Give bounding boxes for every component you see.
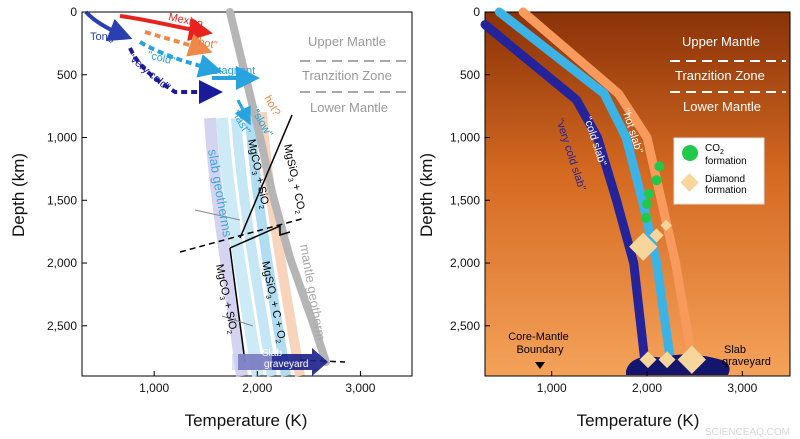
- watermark: SCIENCEAQ.COM: [705, 427, 790, 438]
- tonga-arrow: [84, 10, 133, 42]
- reaction-boundary-lower: [229, 224, 291, 249]
- y-tick-label: 2,500: [47, 319, 77, 333]
- diamond-formation-point: [629, 232, 658, 261]
- right-panel: Upper Mantle Tranzition Zone Lower Mantl…: [417, 5, 791, 430]
- legend-co2-marker: [682, 145, 698, 161]
- slab-label-word: Slab: [262, 348, 282, 359]
- core-mantle-word: Core-Mantle: [508, 331, 569, 343]
- slab-graveyard-fade: [232, 354, 272, 370]
- x-tick-label: 1,000: [139, 381, 169, 395]
- very-cold-arrow: [128, 47, 223, 104]
- y-tick-label: 1,000: [47, 131, 77, 145]
- stagnant-label: stagnant: [213, 65, 255, 77]
- slab-geotherm-cold-band: [245, 117, 291, 377]
- right-slab-word: Slab: [724, 344, 746, 356]
- reaction-boundary-bottom: [229, 247, 246, 363]
- x-tick-label: 1,000: [537, 381, 567, 395]
- legend-co2-label: CO2: [705, 143, 724, 156]
- x-tick-label: 2,000: [632, 381, 662, 395]
- left-upper-mantle-label: Upper Mantle: [308, 34, 386, 49]
- co2-formation-point: [654, 161, 665, 172]
- diamond-formation-point: [649, 228, 664, 243]
- slow-arrow: [234, 99, 251, 126]
- right-lower-mantle-label: Lower Mantle: [683, 99, 761, 114]
- right-x-axis: 1,000 2,000 3,000: [537, 371, 758, 395]
- co2-formation-point: [642, 199, 653, 210]
- diamond-formation-point: [677, 345, 706, 374]
- cold-arrow: [138, 40, 223, 78]
- right-legend: CO2 formation Diamond formation: [673, 137, 765, 205]
- co2-formation-point: [651, 175, 662, 186]
- graveyard-label-word: graveyard: [264, 359, 308, 370]
- co2-formation-point: [643, 189, 654, 199]
- left-ylabel: Depth (km): [9, 153, 28, 237]
- right-xlabel: Temperature (K): [577, 411, 700, 430]
- right-upper-mantle-label: Upper Mantle: [682, 34, 760, 49]
- reaction-boundary-dashed: [179, 217, 306, 253]
- y-tick-label: 1,500: [450, 193, 480, 207]
- legend-diamond-marker: [680, 173, 699, 192]
- diamond-formation-point: [639, 351, 657, 369]
- right-transition-zone-label: Tranzition Zone: [675, 68, 765, 83]
- pointer-line-lower: [221, 315, 254, 327]
- right-slab-graveyard-label: Slab graveyard: [722, 344, 771, 368]
- right-y-axis: 0 500 1,000 1,500 2,000 2,500: [450, 5, 490, 333]
- left-panel: Upper Mantle Tranzition Zone Lower Mantl…: [9, 5, 413, 430]
- hot-slab-line: [518, 7, 698, 368]
- slab-graveyard-label-left: Slab graveyard: [262, 348, 308, 370]
- right-markers-group: [629, 161, 706, 374]
- left-y-axis: 0 500 1,000 1,500 2,000 2,500: [47, 5, 87, 333]
- legend-co2-formation-label: formation: [705, 156, 747, 167]
- y-tick-label: 0: [70, 5, 77, 19]
- diamond-formation-point: [660, 219, 672, 232]
- right-series-group: [480, 7, 698, 368]
- hot-arrow: [144, 30, 213, 57]
- tonga-label: Tonga: [90, 31, 121, 43]
- legend-diamond-word: Diamond: [705, 174, 745, 185]
- slab-geotherm-slow-band: [231, 117, 277, 377]
- left-x-axis: 1,000 2,000 3,000: [139, 371, 376, 395]
- y-tick-label: 500: [460, 68, 480, 82]
- y-tick-label: 0: [473, 5, 480, 19]
- x-tick-label: 3,000: [345, 381, 375, 395]
- very-cold-slab-line: [480, 20, 650, 368]
- core-mantle-boundary-label: Core-Mantle Boundary: [508, 331, 572, 356]
- left-transition-zone-label: Tranzition Zone: [302, 68, 392, 83]
- hot-label: "hot": [193, 35, 218, 52]
- x-tick-label: 2,000: [242, 381, 272, 395]
- right-ylabel: Depth (km): [417, 153, 436, 237]
- y-tick-label: 2,500: [450, 319, 480, 333]
- y-tick-label: 500: [57, 68, 77, 82]
- legend-diamond-label: Diamond formation: [705, 174, 748, 196]
- mexico-arrow: [119, 14, 213, 42]
- reaction-boundary-upper: [239, 114, 293, 239]
- boundary-word: Boundary: [516, 344, 564, 356]
- y-tick-label: 2,000: [450, 256, 480, 270]
- diamond-formation-point: [658, 351, 676, 369]
- y-tick-label: 1,000: [450, 131, 480, 145]
- co2-formation-point: [641, 212, 652, 223]
- pointer-line-upper: [194, 209, 241, 221]
- right-graveyard-word: graveyard: [722, 356, 771, 368]
- y-tick-label: 1,500: [47, 193, 77, 207]
- cold-slab-line: [494, 7, 676, 368]
- legend-formation-word: formation: [705, 185, 747, 196]
- left-lower-mantle-label: Lower Mantle: [310, 100, 388, 115]
- core-mantle-boundary-arrow: [535, 362, 545, 369]
- left-xlabel: Temperature (K): [185, 411, 308, 430]
- y-tick-label: 2,000: [47, 256, 77, 270]
- slab-geotherm-very-cold-band: [204, 117, 248, 377]
- x-tick-label: 3,000: [727, 381, 757, 395]
